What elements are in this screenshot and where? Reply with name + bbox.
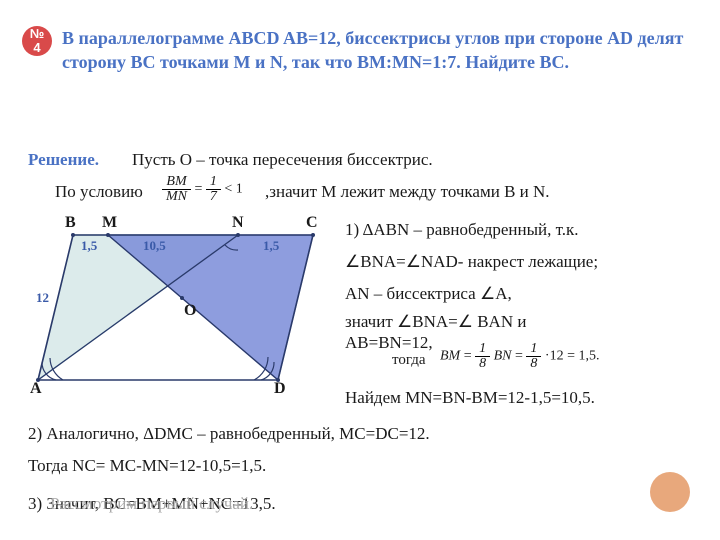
frac-1-8a: 18 xyxy=(475,342,490,371)
label-n: N xyxy=(232,214,244,232)
label-nc-len: 1,5 xyxy=(263,238,279,254)
step2-line2: Тогда NC= MC-MN=12-10,5=1,5. xyxy=(28,456,266,476)
label-m: M xyxy=(102,214,117,232)
ratio-expression: BM MN = 1 7 < 1 xyxy=(162,175,243,204)
step1-line2: ∠BNA=∠NAD- накрест лежащие; xyxy=(345,252,598,272)
label-mn-len: 10,5 xyxy=(143,238,166,254)
text-m-between: ,значит М лежит между точками В и N. xyxy=(265,182,550,202)
label-bm-len: 1,5 xyxy=(81,238,97,254)
badge-bot: 4 xyxy=(33,41,40,55)
label-b: B xyxy=(65,214,76,232)
frac-1-8b: 18 xyxy=(526,342,541,371)
frac-1-7: 1 7 xyxy=(206,175,221,204)
step1-line4a: значит ∠BNA=∠ BAN и xyxy=(345,312,526,332)
label-a: A xyxy=(30,380,42,398)
text-by-condition: По условию xyxy=(55,182,143,202)
diagram-svg xyxy=(18,210,328,400)
step2-line1: 2) Аналогично, ΔDMC – равнобедренный, MC… xyxy=(28,424,430,444)
label-c: C xyxy=(306,214,318,232)
nav-dot[interactable] xyxy=(650,472,690,512)
problem-statement: В параллелограмме ABCD AB=12, биссектрис… xyxy=(62,26,710,74)
label-ab-len: 12 xyxy=(36,290,49,306)
step1-line1: 1) ΔABN – равнобедренный, т.к. xyxy=(345,220,579,240)
parallelogram-diagram: A B C D M N O 12 1,5 10,5 1,5 xyxy=(18,210,328,400)
step1-line4b: AB=BN=12, xyxy=(345,333,433,353)
badge-top: № xyxy=(30,27,45,41)
label-d: D xyxy=(274,380,286,398)
problem-number-badge: № 4 xyxy=(22,26,52,56)
step1-line3: AN – биссектриса ∠A, xyxy=(345,284,512,304)
text-let-o: Пусть O – точка пересечения биссектрис. xyxy=(132,150,433,170)
frac-bm-mn: BM MN xyxy=(162,175,191,204)
step1-find-mn: Найдем MN=BN-BM=12-1,5=10,5. xyxy=(345,388,595,408)
label-o: O xyxy=(184,302,196,320)
solution-heading: Решение. xyxy=(28,150,99,170)
bm-calc: BM = 18 BN = 18 ·12 = 1,5. xyxy=(440,342,599,371)
step3-overlay: Рассмотрим первый случай. xyxy=(50,494,253,514)
step1-then: тогда xyxy=(392,352,426,369)
